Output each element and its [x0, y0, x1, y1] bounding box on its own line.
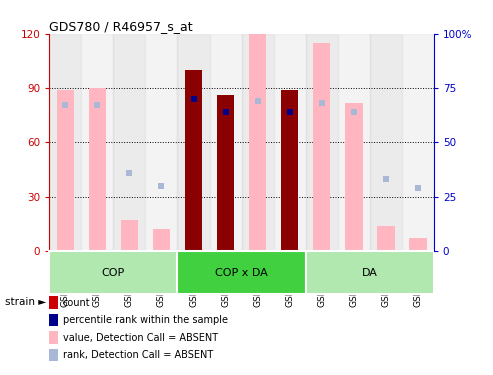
- Bar: [306, 251, 434, 294]
- Text: count: count: [63, 298, 90, 307]
- Text: value, Detection Call = ABSENT: value, Detection Call = ABSENT: [63, 333, 218, 342]
- Bar: [49, 296, 58, 309]
- Bar: [242, 34, 274, 251]
- Bar: [153, 230, 170, 251]
- Bar: [49, 314, 58, 326]
- Bar: [377, 226, 394, 251]
- Bar: [177, 251, 306, 294]
- Bar: [345, 103, 362, 251]
- Bar: [313, 43, 330, 251]
- Bar: [49, 34, 81, 251]
- Bar: [409, 238, 426, 251]
- Text: GDS780 / R46957_s_at: GDS780 / R46957_s_at: [49, 20, 193, 33]
- Bar: [185, 70, 202, 251]
- Text: percentile rank within the sample: percentile rank within the sample: [63, 315, 228, 325]
- Bar: [57, 90, 74, 251]
- Text: DA: DA: [362, 267, 378, 278]
- Text: COP x DA: COP x DA: [215, 267, 268, 278]
- Bar: [249, 34, 266, 251]
- Bar: [281, 90, 298, 251]
- Bar: [49, 349, 58, 361]
- Bar: [81, 34, 113, 251]
- Bar: [49, 251, 177, 294]
- Text: strain ►: strain ►: [5, 297, 46, 307]
- Bar: [145, 34, 177, 251]
- Bar: [338, 34, 370, 251]
- Bar: [49, 331, 58, 344]
- Bar: [370, 34, 402, 251]
- Bar: [89, 88, 106, 251]
- Text: rank, Detection Call = ABSENT: rank, Detection Call = ABSENT: [63, 350, 213, 360]
- Bar: [217, 95, 234, 251]
- Bar: [402, 34, 434, 251]
- Bar: [177, 34, 210, 251]
- Text: COP: COP: [102, 267, 125, 278]
- Bar: [274, 34, 306, 251]
- Bar: [121, 220, 138, 251]
- Bar: [306, 34, 338, 251]
- Bar: [113, 34, 145, 251]
- Bar: [210, 34, 242, 251]
